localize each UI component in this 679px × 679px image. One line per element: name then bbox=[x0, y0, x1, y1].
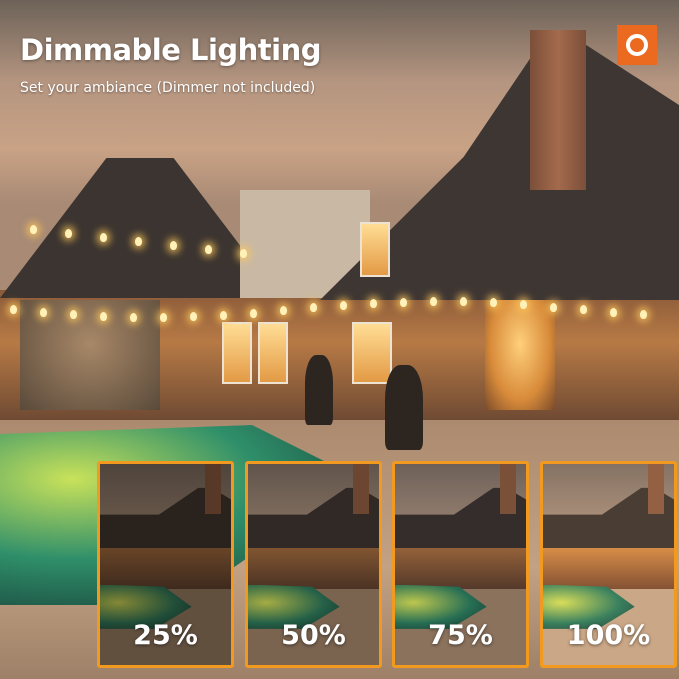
light-bulb bbox=[65, 229, 72, 238]
window bbox=[222, 322, 252, 384]
light-bulb bbox=[130, 312, 137, 322]
lit-archway bbox=[485, 300, 555, 410]
light-bulb bbox=[460, 297, 467, 307]
light-bulb bbox=[370, 298, 377, 308]
light-bulb bbox=[170, 241, 177, 250]
circle-logo-icon bbox=[626, 34, 648, 56]
brand-logo bbox=[617, 25, 657, 65]
light-bulb bbox=[400, 297, 407, 307]
brightness-panel-50: 50% bbox=[245, 461, 382, 668]
light-bulb bbox=[100, 311, 107, 321]
window bbox=[258, 322, 288, 384]
brightness-label: 50% bbox=[281, 620, 346, 651]
light-bulb bbox=[240, 249, 247, 258]
window bbox=[360, 222, 390, 277]
left-roof bbox=[0, 158, 280, 298]
light-bulb bbox=[70, 309, 77, 319]
light-bulb bbox=[100, 233, 107, 242]
window bbox=[352, 322, 392, 384]
light-bulb bbox=[220, 310, 227, 320]
light-bulb bbox=[430, 297, 437, 306]
page-title: Dimmable Lighting bbox=[20, 33, 322, 67]
light-bulb bbox=[190, 312, 197, 322]
light-bulb bbox=[160, 312, 167, 322]
light-bulb bbox=[10, 305, 17, 314]
light-bulb bbox=[30, 225, 37, 234]
chimney bbox=[530, 30, 586, 190]
brightness-label: 75% bbox=[428, 620, 493, 651]
brightness-panel-75: 75% bbox=[392, 461, 529, 668]
light-bulb bbox=[280, 306, 287, 316]
light-bulb bbox=[205, 245, 212, 254]
brightness-label: 100% bbox=[566, 620, 651, 651]
light-bulb bbox=[520, 300, 527, 310]
subtitle: Set your ambiance (Dimmer not included) bbox=[20, 80, 316, 96]
statue bbox=[385, 365, 423, 450]
brightness-panel-100: 100% bbox=[540, 461, 677, 668]
light-bulb bbox=[40, 307, 47, 317]
light-bulb bbox=[340, 300, 347, 310]
light-bulb bbox=[135, 237, 142, 246]
light-bulb bbox=[580, 305, 587, 315]
light-bulb bbox=[610, 307, 617, 317]
light-bulb bbox=[250, 308, 257, 318]
statue bbox=[305, 355, 333, 425]
light-bulb bbox=[310, 303, 317, 313]
light-bulb bbox=[490, 298, 497, 308]
brightness-panel-25: 25% bbox=[97, 461, 234, 668]
light-bulb bbox=[550, 302, 557, 312]
brightness-label: 25% bbox=[133, 620, 198, 651]
light-bulb bbox=[640, 310, 647, 320]
